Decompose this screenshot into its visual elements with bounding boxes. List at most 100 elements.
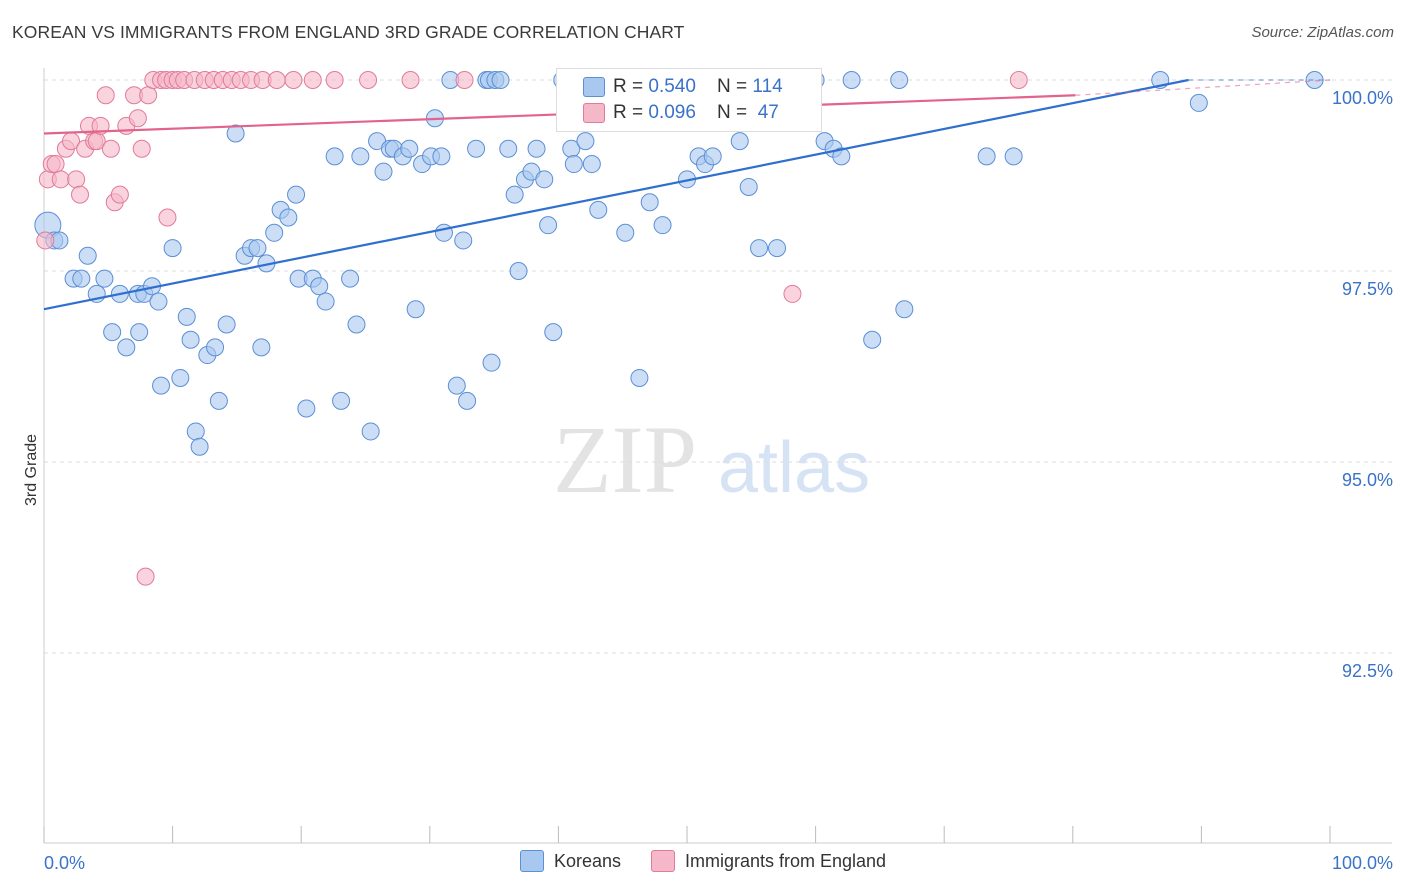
korean-point — [72, 269, 91, 288]
korean-point — [361, 422, 380, 441]
england-point — [128, 109, 147, 128]
england-point — [46, 155, 65, 174]
korean-point — [544, 323, 563, 342]
n-value: 114 — [752, 76, 783, 97]
korean-trend-line — [43, 78, 1189, 311]
korean-point — [564, 155, 583, 174]
korean-point — [895, 300, 914, 319]
watermark-atlas: atlas — [718, 428, 870, 508]
legend-label-england: Immigrants from England — [684, 850, 887, 871]
england-point — [136, 567, 155, 586]
england-point — [1009, 71, 1028, 89]
y-tick-label: 97.5% — [1342, 279, 1393, 299]
korean-point — [863, 330, 882, 349]
england-point — [284, 71, 303, 89]
england-point — [158, 208, 177, 227]
korean-point — [630, 368, 649, 387]
england-point — [267, 71, 286, 89]
korean-point — [539, 216, 558, 235]
england-point — [51, 170, 70, 189]
korean-point — [842, 71, 861, 89]
data-points — [34, 71, 1324, 586]
chart-title: KOREAN VS IMMIGRANTS FROM ENGLAND 3RD GR… — [12, 22, 685, 42]
koreans-stat-swatch — [583, 77, 605, 97]
stats-row-england: R = 0.096 N = 47 — [583, 101, 779, 125]
korean-point — [491, 71, 510, 89]
korean-point — [467, 139, 486, 158]
korean-point — [351, 147, 370, 166]
korean-point — [832, 147, 851, 166]
korean-point — [226, 124, 245, 143]
korean-point — [739, 177, 758, 196]
korean-point — [190, 437, 209, 456]
korean-point — [1189, 93, 1208, 112]
korean-point — [248, 239, 267, 258]
stats-box: R = 0.540 N = 114 R = 0.096 N = 47 — [556, 68, 822, 132]
korean-point — [750, 239, 769, 258]
r-value: 0.096 — [648, 102, 696, 123]
y-tick-label: 92.5% — [1342, 661, 1393, 681]
korean-point — [653, 216, 672, 235]
korean-point — [454, 231, 473, 250]
korean-point — [616, 223, 635, 242]
england-point — [101, 139, 120, 158]
korean-point — [730, 132, 749, 151]
korean-point — [640, 193, 659, 212]
korean-point — [297, 399, 316, 418]
korean-point — [163, 239, 182, 258]
england-point — [67, 170, 86, 189]
korean-point — [527, 139, 546, 158]
y-axis-label: 3rd Grade — [23, 434, 40, 506]
korean-point — [95, 269, 114, 288]
korean-point — [279, 208, 298, 227]
england-point — [132, 139, 151, 158]
england-point — [455, 71, 474, 89]
england-point — [401, 71, 420, 89]
korean-point — [505, 185, 524, 204]
korean-point — [152, 376, 171, 395]
korean-point — [589, 200, 608, 219]
koreans-swatch — [519, 850, 544, 872]
england-stat-swatch — [583, 103, 605, 123]
korean-point — [177, 307, 196, 326]
korean-point — [890, 71, 909, 89]
korean-point — [341, 269, 360, 288]
korean-point — [1004, 147, 1023, 166]
y-tick-label: 95.0% — [1342, 470, 1393, 490]
r-label: R = — [613, 102, 649, 123]
korean-point — [217, 315, 236, 334]
korean-point — [325, 147, 344, 166]
korean-point — [499, 139, 518, 158]
korean-point — [186, 422, 205, 441]
korean-point — [287, 185, 306, 204]
england-swatch — [650, 850, 675, 872]
korean-point — [117, 338, 136, 357]
england-point — [139, 86, 158, 105]
korean-point — [265, 223, 284, 242]
england-trend-line-extension — [1075, 79, 1331, 96]
korean-point — [482, 353, 501, 372]
source-label: Source: ZipAtlas.com — [1251, 24, 1394, 41]
korean-point — [582, 155, 601, 174]
korean-point — [576, 132, 595, 151]
korean-point — [181, 330, 200, 349]
korean-point — [209, 391, 228, 410]
england-point — [783, 284, 802, 303]
x-tick-label: 100.0% — [1332, 853, 1393, 873]
legend-label-koreans: Koreans — [553, 850, 621, 871]
korean-point — [206, 338, 225, 357]
r-value: 0.540 — [648, 76, 696, 97]
england-point — [36, 231, 55, 250]
england-point — [96, 86, 115, 105]
korean-point — [347, 315, 366, 334]
n-value: 47 — [752, 102, 779, 123]
korean-point — [406, 300, 425, 319]
korean-point — [977, 147, 996, 166]
legend-item-koreans: Koreans — [519, 850, 621, 872]
england-point — [359, 71, 378, 89]
korean-point — [316, 292, 335, 311]
korean-point — [458, 391, 477, 410]
england-point — [110, 185, 129, 204]
england-point — [91, 116, 110, 135]
korean-point — [703, 147, 722, 166]
